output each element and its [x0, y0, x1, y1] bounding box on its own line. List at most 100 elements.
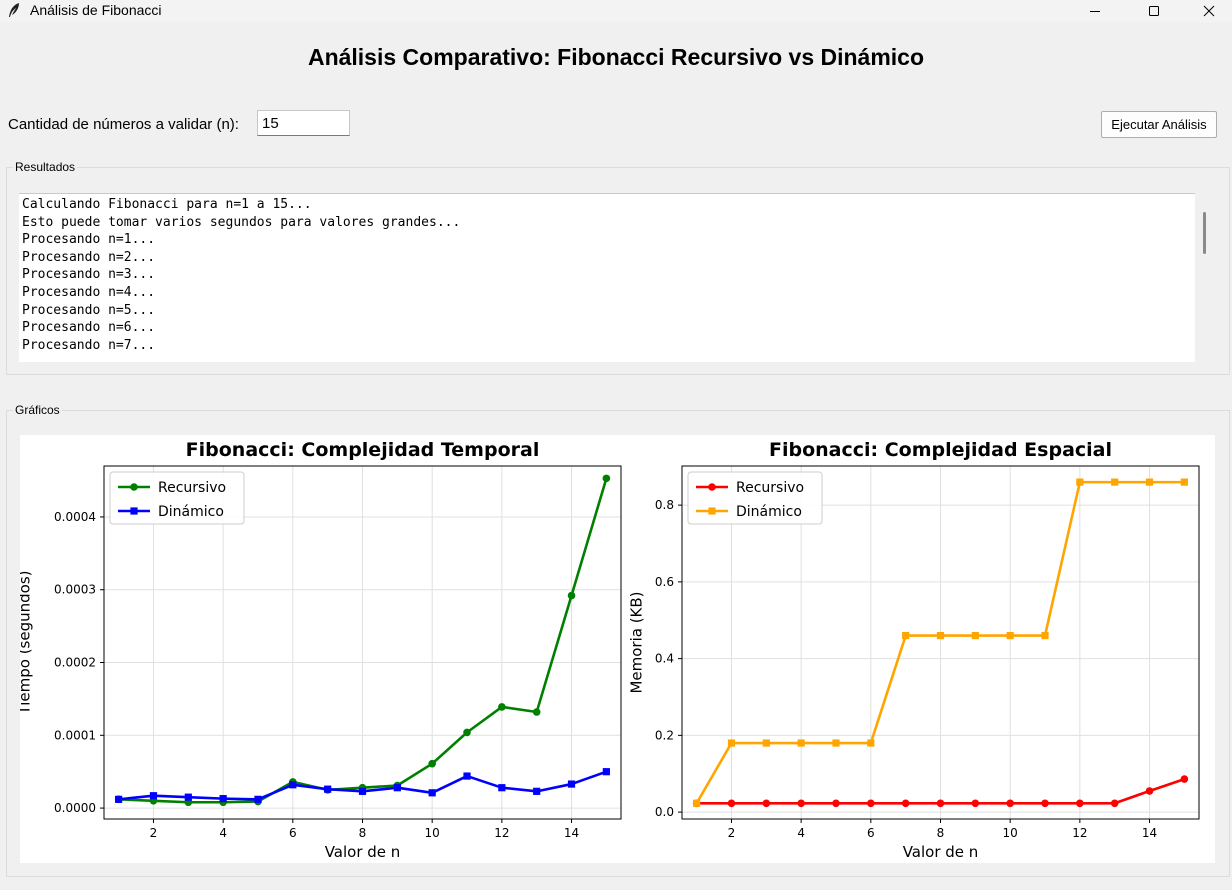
y-axis-label: Tiempo (segundos) [20, 571, 34, 716]
x-tick-label: 10 [425, 826, 440, 840]
y-tick-label: 0.0000 [54, 801, 96, 815]
x-axis-label: Valor de n [903, 843, 979, 861]
data-point [532, 708, 541, 716]
x-axis-label: Valor de n [325, 843, 401, 861]
window-titlebar: Análisis de Fibonacci [0, 0, 1232, 22]
scrollbar-thumb[interactable] [1203, 212, 1206, 254]
data-point [1076, 799, 1084, 808]
y-axis-label: Memoria (KB) [628, 591, 646, 693]
y-tick-label: 0.0004 [54, 510, 96, 524]
data-point [971, 631, 979, 640]
data-point [428, 759, 436, 768]
x-tick-label: 2 [728, 826, 736, 840]
graphs-group: Gráficos [6, 403, 1230, 877]
x-tick-label: 2 [150, 826, 158, 840]
chart-legend: Recursivo Dinámico [109, 471, 245, 525]
data-point [324, 785, 332, 793]
data-point [1145, 787, 1154, 795]
data-point [393, 784, 401, 792]
x-tick-label: 6 [867, 826, 875, 840]
n-label: Cantidad de números a validar (n): [8, 116, 239, 133]
data-point [936, 799, 945, 808]
results-line: Procesando n=6... [22, 320, 156, 336]
close-icon [1203, 5, 1215, 17]
data-point [1041, 631, 1049, 640]
data-point [463, 728, 471, 737]
legend-marker [708, 507, 716, 515]
y-tick-label: 0.8 [655, 498, 674, 512]
data-point [184, 793, 192, 801]
y-tick-label: 0.0 [655, 805, 674, 819]
window-title: Análisis de Fibonacci [30, 2, 162, 18]
data-point [693, 799, 701, 807]
legend-entry: Dinámico [736, 504, 802, 520]
data-point [1006, 799, 1014, 808]
y-tick-label: 0.6 [655, 575, 674, 589]
data-point [832, 799, 840, 808]
results-line: Procesando n=7... [22, 337, 156, 353]
x-tick-label: 4 [797, 826, 805, 840]
x-tick-label: 8 [359, 826, 367, 840]
data-point [762, 739, 770, 747]
minimize-icon [1090, 11, 1100, 12]
maximize-button[interactable] [1131, 0, 1177, 22]
data-point [602, 768, 610, 776]
legend-entry: Recursivo [736, 480, 804, 496]
legend-marker [130, 483, 138, 491]
data-point [1180, 775, 1189, 783]
minimize-button[interactable] [1072, 0, 1118, 22]
data-point [567, 591, 576, 600]
x-tick-label: 10 [1003, 826, 1018, 840]
data-point [1076, 478, 1084, 486]
y-tick-label: 0.0003 [54, 583, 96, 597]
legend-marker [130, 507, 138, 515]
legend-entry: Dinámico [158, 504, 224, 520]
page-title: Análisis Comparativo: Fibonacci Recursiv… [307, 44, 925, 70]
y-tick-label: 0.4 [655, 652, 674, 666]
x-tick-label: 12 [494, 826, 509, 840]
graphs-legend: Gráficos [15, 403, 60, 417]
y-tick-label: 0.0002 [54, 656, 96, 670]
chart-title: Fibonacci: Complejidad Espacial [769, 439, 1112, 461]
chart-title: Fibonacci: Complejidad Temporal [186, 439, 540, 461]
data-point [797, 799, 805, 808]
data-point [1111, 478, 1119, 486]
data-point [1041, 799, 1049, 808]
x-tick-label: 4 [219, 826, 227, 840]
results-line: Procesando n=3... [22, 267, 156, 283]
run-analysis-button[interactable]: Ejecutar Análisis [1101, 111, 1217, 138]
n-input[interactable] [257, 110, 350, 136]
results-line: Esto puede tomar varios segundos para va… [22, 214, 461, 230]
data-point [498, 784, 506, 792]
chart-legend: Recursivo Dinámico [687, 471, 823, 525]
data-point [727, 799, 736, 808]
results-line: Calculando Fibonacci para n=1 a 15... [22, 197, 312, 212]
legend-marker [708, 483, 716, 491]
results-scrollbar[interactable] [1198, 193, 1212, 361]
data-point [902, 631, 910, 640]
y-tick-label: 0.0001 [54, 728, 96, 742]
x-tick-label: 14 [564, 826, 579, 840]
chart-1: 2 4 6 8 10 12 14 0.0000 0.0001 0.0002 0.0003 0.0004… [16, 439, 622, 861]
data-point [1180, 478, 1188, 486]
data-point [567, 780, 576, 788]
data-point [428, 789, 436, 797]
results-textarea[interactable]: Calculando Fibonacci para n=1 a 15... Est… [19, 193, 1195, 362]
chart-2: 2 4 6 8 10 12 14 0.0 0.2 0.4 0.6 0.8 Fibonacci: Comp… [628, 439, 1200, 861]
data-point [832, 739, 840, 747]
legend-entry: Recursivo [158, 480, 226, 496]
data-point [533, 787, 541, 795]
data-point [463, 772, 471, 780]
data-point [219, 795, 227, 803]
x-tick-label: 14 [1142, 826, 1157, 840]
feather-icon [7, 2, 21, 18]
data-point [727, 739, 736, 747]
data-point [971, 799, 980, 808]
data-point [149, 792, 158, 800]
charts-svg: 2 4 6 8 10 12 14 0.0000 0.0001 0.0002 0.0003 0.0004… [16, 439, 1200, 861]
data-point [1145, 478, 1154, 486]
results-line: Procesando n=1... [22, 232, 156, 248]
data-point [797, 739, 805, 747]
data-point [762, 799, 771, 808]
close-button[interactable] [1186, 0, 1232, 22]
